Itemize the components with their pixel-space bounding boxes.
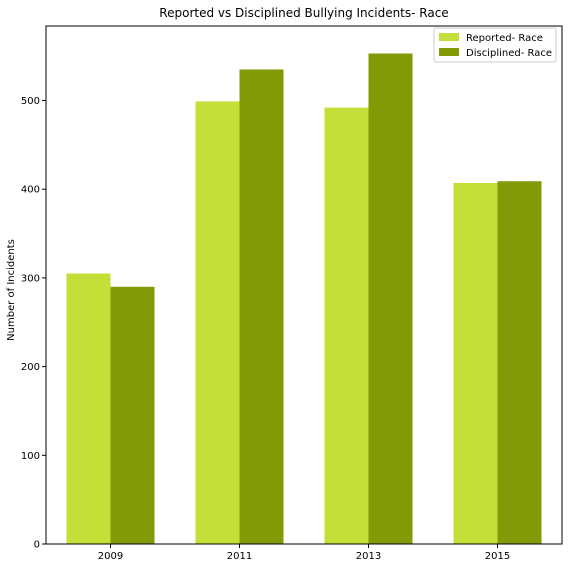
- plot-frame: [45, 25, 563, 545]
- y-tick-label: 200: [21, 362, 40, 373]
- bar-disciplined-2009: [110, 286, 155, 544]
- x-tick-label: 2009: [98, 551, 123, 562]
- legend-label-reported: Reported- Race: [466, 33, 543, 44]
- bars-group: [66, 53, 542, 545]
- y-tick-label: 100: [21, 451, 40, 462]
- bar-reported-2015: [453, 182, 498, 544]
- bar-reported-2011: [195, 101, 240, 545]
- legend-box: [433, 27, 557, 63]
- chart-title: Reported vs Disciplined Bullying Inciden…: [159, 6, 448, 20]
- y-tick-label: 400: [21, 185, 40, 196]
- x-axis: 2009 2011 2013 2015: [98, 544, 510, 562]
- y-axis: 0 100 200 300 400 500: [21, 96, 46, 551]
- bar-reported-2013: [324, 107, 369, 545]
- y-tick-label: 300: [21, 273, 40, 284]
- y-axis-label: Number of Incidents: [6, 239, 17, 341]
- x-tick-label: 2015: [485, 551, 510, 562]
- x-tick-label: 2013: [356, 551, 381, 562]
- y-tick-label: 500: [21, 96, 40, 107]
- bar-reported-2009: [66, 273, 111, 544]
- legend-swatch-disciplined: [439, 48, 459, 56]
- y-tick-label: 0: [34, 540, 40, 551]
- bar-disciplined-2015: [497, 181, 542, 544]
- bar-disciplined-2013: [368, 53, 413, 544]
- legend-label-disciplined: Disciplined- Race: [466, 48, 552, 59]
- legend: Reported- Race Disciplined- Race: [433, 27, 557, 63]
- bar-disciplined-2011: [239, 69, 284, 544]
- legend-swatch-reported: [439, 33, 459, 41]
- x-tick-label: 2011: [227, 551, 252, 562]
